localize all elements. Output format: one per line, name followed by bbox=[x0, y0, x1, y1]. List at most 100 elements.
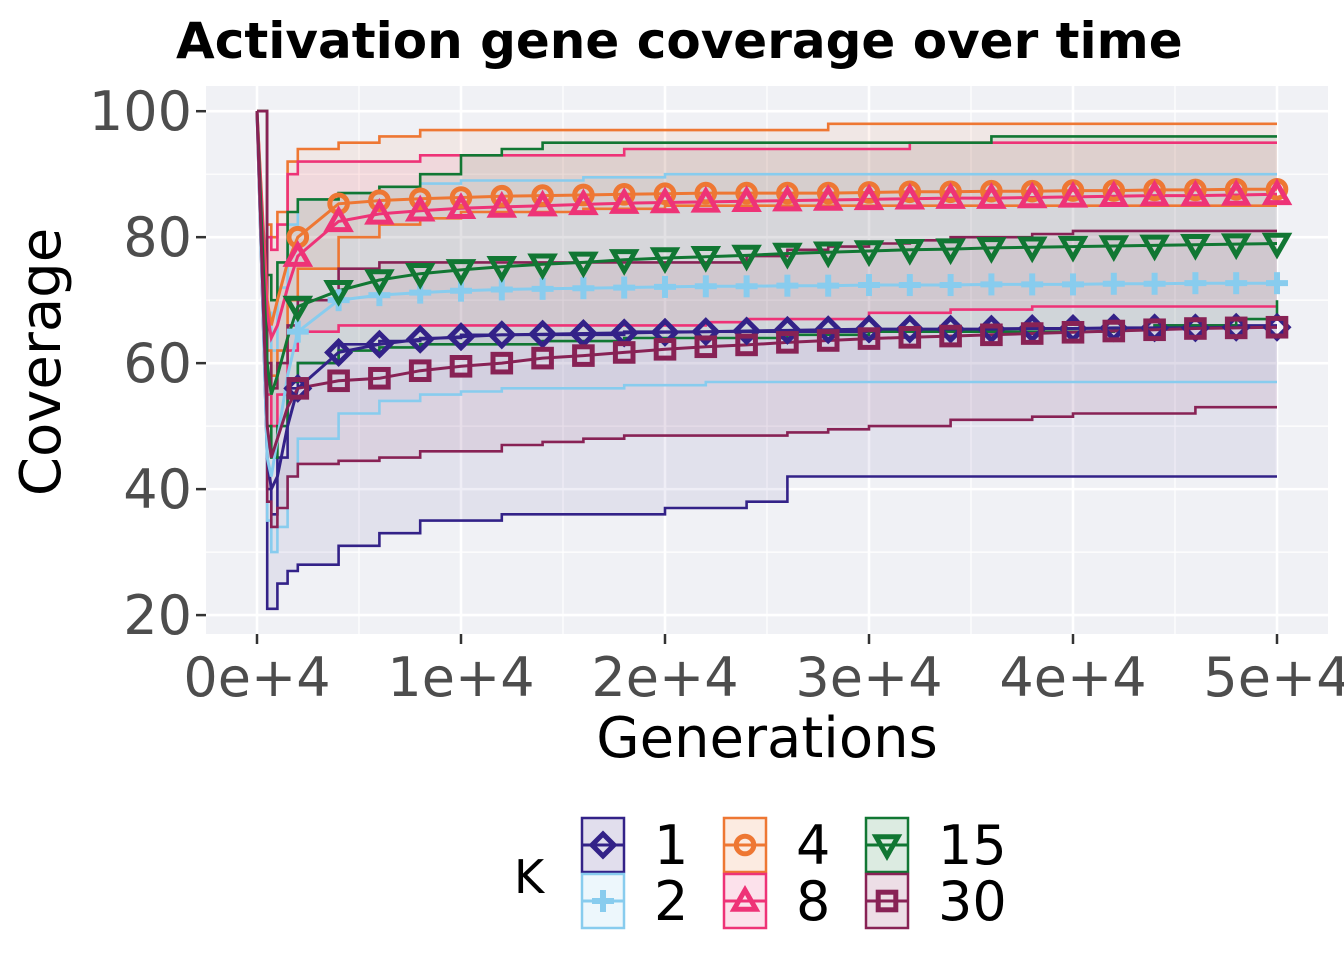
y-tick-label: 100 bbox=[89, 80, 192, 143]
x-tick-label: 4e+4 bbox=[999, 646, 1146, 709]
marker-k15 bbox=[1261, 232, 1293, 260]
marker-k2 bbox=[735, 275, 758, 298]
marker-k8 bbox=[404, 194, 436, 222]
marker-k4 bbox=[531, 184, 554, 207]
y-tick-label: 80 bbox=[123, 206, 192, 269]
legend-label: 4 bbox=[796, 814, 830, 877]
legend-marker bbox=[733, 833, 757, 857]
marker-k8 bbox=[690, 185, 722, 213]
marker-k8 bbox=[608, 187, 640, 214]
legend-marker bbox=[588, 830, 618, 860]
x-tick-label: 5e+4 bbox=[1203, 646, 1344, 709]
marker-k2 bbox=[1021, 273, 1044, 296]
marker-k8 bbox=[976, 182, 1007, 209]
marker-k30 bbox=[1224, 316, 1248, 340]
chart-title: Activation gene coverage over time bbox=[176, 12, 1183, 70]
marker-k1 bbox=[324, 337, 354, 367]
marker-k15 bbox=[323, 279, 354, 307]
y-axis-title: Coverage bbox=[9, 228, 74, 496]
marker-k15 bbox=[731, 244, 762, 272]
legend-item-k4: 4 bbox=[722, 814, 830, 877]
marker-k8 bbox=[812, 183, 844, 211]
marker-k8 bbox=[364, 197, 395, 225]
marker-k30 bbox=[286, 377, 310, 400]
marker-k1 bbox=[405, 324, 435, 354]
marker-k30 bbox=[449, 354, 473, 378]
y-tick-label: 40 bbox=[123, 458, 192, 521]
marker-k30 bbox=[694, 335, 718, 359]
marker-k2 bbox=[694, 275, 717, 298]
marker-k30 bbox=[1184, 317, 1207, 340]
marker-k8 bbox=[731, 185, 762, 213]
marker-k15 bbox=[690, 245, 722, 273]
marker-k30 bbox=[1020, 322, 1044, 345]
marker-k30 bbox=[1102, 319, 1126, 343]
marker-k4 bbox=[776, 181, 799, 205]
marker-k15 bbox=[527, 253, 558, 281]
marker-k15 bbox=[1057, 235, 1089, 263]
marker-k4 bbox=[612, 183, 636, 206]
marker-k1 bbox=[487, 320, 517, 350]
marker-k1 bbox=[446, 322, 476, 352]
marker-k15 bbox=[1098, 235, 1130, 263]
marker-k15 bbox=[608, 249, 640, 276]
upper-bound-k8 bbox=[257, 109, 1277, 252]
marker-k2 bbox=[817, 274, 840, 297]
x-tick-label: 2e+4 bbox=[591, 646, 738, 709]
y-axis-ticks: 20 40 60 80 100 bbox=[89, 80, 206, 647]
x-axis-title: Generations bbox=[596, 706, 938, 771]
marker-k15 bbox=[976, 237, 1007, 264]
marker-k2 bbox=[898, 274, 921, 297]
marker-k30 bbox=[531, 346, 554, 370]
marker-k15 bbox=[1139, 234, 1170, 262]
marker-k15 bbox=[894, 239, 926, 266]
marker-k1 bbox=[528, 319, 558, 349]
marker-k8 bbox=[1016, 181, 1048, 209]
marker-k8 bbox=[1057, 180, 1089, 208]
marker-k15 bbox=[935, 238, 966, 266]
marker-k4 bbox=[449, 186, 473, 209]
marker-k2 bbox=[531, 277, 554, 300]
lower-bound-k2 bbox=[257, 109, 1277, 554]
marker-k2 bbox=[858, 274, 880, 297]
marker-k2 bbox=[286, 320, 309, 343]
marker-k8 bbox=[1098, 180, 1130, 207]
marker-k30 bbox=[1061, 320, 1085, 344]
marker-k2 bbox=[776, 274, 799, 297]
marker-k15 bbox=[1220, 233, 1252, 261]
marker-k1 bbox=[650, 317, 680, 347]
marker-k1 bbox=[854, 314, 884, 344]
marker-k8 bbox=[1261, 178, 1293, 206]
marker-k8 bbox=[323, 205, 354, 233]
marker-k15 bbox=[1180, 233, 1211, 261]
legend-label: 2 bbox=[654, 870, 688, 933]
marker-k15 bbox=[364, 269, 395, 297]
marker-k15 bbox=[404, 262, 436, 290]
x-tick-label: 1e+4 bbox=[387, 646, 534, 709]
marker-k8 bbox=[527, 189, 558, 217]
marker-k15 bbox=[282, 295, 314, 323]
marker-k4 bbox=[490, 184, 514, 208]
legend-marker bbox=[592, 890, 614, 912]
legend-label: 30 bbox=[938, 870, 1007, 933]
marker-k30 bbox=[572, 344, 595, 367]
marker-k8 bbox=[568, 188, 599, 216]
marker-k8 bbox=[772, 184, 803, 212]
marker-k8 bbox=[894, 182, 926, 210]
marker-k2 bbox=[1184, 272, 1207, 295]
marker-k1 bbox=[691, 317, 721, 347]
marker-k15 bbox=[486, 256, 518, 283]
marker-k1 bbox=[732, 316, 762, 346]
legend-item-k1: 1 bbox=[580, 814, 688, 877]
marker-k8 bbox=[486, 190, 518, 218]
marker-k8 bbox=[649, 186, 681, 214]
marker-k2 bbox=[939, 274, 962, 297]
marker-k15 bbox=[568, 251, 599, 279]
legend-title: K bbox=[514, 850, 546, 904]
marker-k30 bbox=[1265, 315, 1289, 339]
marker-k30 bbox=[1143, 318, 1166, 342]
marker-k8 bbox=[935, 182, 966, 209]
marker-k1 bbox=[772, 315, 802, 345]
marker-k4 bbox=[572, 183, 595, 207]
marker-k2 bbox=[1062, 273, 1084, 296]
